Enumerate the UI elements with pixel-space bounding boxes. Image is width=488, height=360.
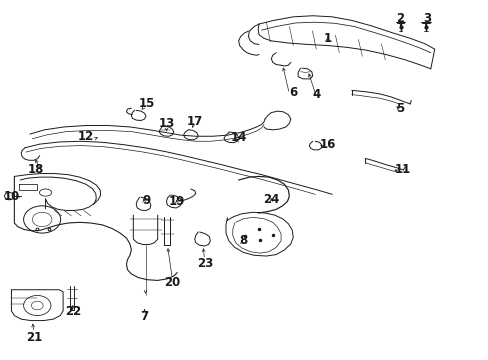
- Text: 21: 21: [26, 330, 42, 343]
- Text: 8: 8: [239, 234, 247, 247]
- Text: 2: 2: [396, 12, 404, 25]
- Text: 23: 23: [197, 257, 213, 270]
- Text: 7: 7: [140, 310, 148, 324]
- Text: 9: 9: [142, 194, 150, 207]
- Text: 18: 18: [27, 163, 44, 176]
- Text: 13: 13: [158, 117, 174, 130]
- Text: 17: 17: [186, 116, 203, 129]
- Text: 12: 12: [78, 130, 94, 144]
- Text: 1: 1: [323, 32, 331, 45]
- Text: 22: 22: [64, 306, 81, 319]
- Text: 3: 3: [423, 12, 430, 25]
- Text: 15: 15: [139, 98, 155, 111]
- Text: 11: 11: [394, 163, 410, 176]
- Text: 5: 5: [396, 102, 404, 115]
- Text: 24: 24: [263, 193, 279, 206]
- Text: 16: 16: [320, 138, 336, 150]
- Text: 4: 4: [312, 88, 320, 101]
- Text: 10: 10: [3, 190, 20, 203]
- Text: 14: 14: [230, 131, 246, 144]
- Text: 19: 19: [169, 195, 185, 208]
- Text: 20: 20: [164, 276, 180, 289]
- Text: 6: 6: [288, 86, 297, 99]
